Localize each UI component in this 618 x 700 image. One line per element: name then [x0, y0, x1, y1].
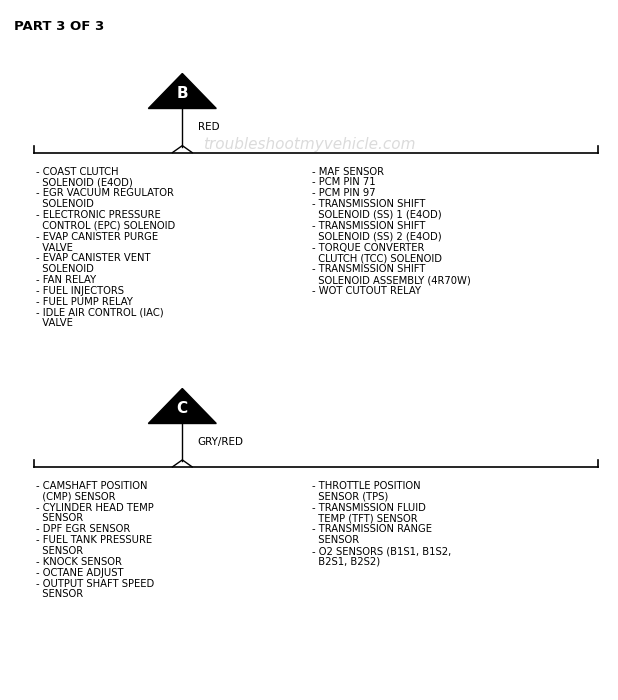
- Text: SOLENOID (SS) 2 (E4OD): SOLENOID (SS) 2 (E4OD): [312, 232, 442, 242]
- Text: - TRANSMISSION FLUID: - TRANSMISSION FLUID: [312, 503, 426, 512]
- Text: - TRANSMISSION SHIFT: - TRANSMISSION SHIFT: [312, 264, 425, 274]
- Text: GRY/RED: GRY/RED: [198, 438, 243, 447]
- Text: - TRANSMISSION RANGE: - TRANSMISSION RANGE: [312, 524, 432, 534]
- Text: - PCM PIN 97: - PCM PIN 97: [312, 188, 376, 198]
- Text: - MAF SENSOR: - MAF SENSOR: [312, 167, 384, 176]
- Text: - KNOCK SENSOR: - KNOCK SENSOR: [36, 557, 122, 567]
- Text: TEMP (TFT) SENSOR: TEMP (TFT) SENSOR: [312, 514, 418, 524]
- Text: PART 3 OF 3: PART 3 OF 3: [14, 20, 104, 33]
- Text: - EGR VACUUM REGULATOR: - EGR VACUUM REGULATOR: [36, 188, 174, 198]
- Text: B: B: [177, 86, 188, 101]
- Text: - EVAP CANISTER VENT: - EVAP CANISTER VENT: [36, 253, 150, 263]
- Text: - WOT CUTOUT RELAY: - WOT CUTOUT RELAY: [312, 286, 421, 296]
- Text: - CYLINDER HEAD TEMP: - CYLINDER HEAD TEMP: [36, 503, 154, 512]
- Text: SENSOR: SENSOR: [36, 514, 83, 524]
- Text: - EVAP CANISTER PURGE: - EVAP CANISTER PURGE: [36, 232, 158, 242]
- Text: SENSOR: SENSOR: [36, 546, 83, 556]
- Text: VALVE: VALVE: [36, 318, 73, 328]
- Text: SENSOR: SENSOR: [312, 536, 359, 545]
- Text: SOLENOID: SOLENOID: [36, 264, 94, 274]
- Text: RED: RED: [198, 122, 219, 132]
- Text: troubleshootmyvehicle.com: troubleshootmyvehicle.com: [203, 137, 415, 153]
- Text: - O2 SENSORS (B1S1, B1S2,: - O2 SENSORS (B1S1, B1S2,: [312, 546, 451, 556]
- Text: SOLENOID (E4OD): SOLENOID (E4OD): [36, 177, 133, 188]
- Text: - TRANSMISSION SHIFT: - TRANSMISSION SHIFT: [312, 199, 425, 209]
- Text: - FUEL INJECTORS: - FUEL INJECTORS: [36, 286, 124, 296]
- Text: - CAMSHAFT POSITION: - CAMSHAFT POSITION: [36, 481, 147, 491]
- Polygon shape: [148, 389, 216, 424]
- Text: - FUEL TANK PRESSURE: - FUEL TANK PRESSURE: [36, 536, 152, 545]
- Text: SOLENOID: SOLENOID: [36, 199, 94, 209]
- Text: CLUTCH (TCC) SOLENOID: CLUTCH (TCC) SOLENOID: [312, 253, 442, 263]
- Text: - IDLE AIR CONTROL (IAC): - IDLE AIR CONTROL (IAC): [36, 307, 164, 318]
- Text: - ELECTRONIC PRESSURE: - ELECTRONIC PRESSURE: [36, 210, 161, 220]
- Text: - DPF EGR SENSOR: - DPF EGR SENSOR: [36, 524, 130, 534]
- Text: B2S1, B2S2): B2S1, B2S2): [312, 557, 380, 567]
- Text: - TORQUE CONVERTER: - TORQUE CONVERTER: [312, 242, 425, 253]
- Text: SOLENOID ASSEMBLY (4R70W): SOLENOID ASSEMBLY (4R70W): [312, 275, 471, 285]
- Text: SOLENOID (SS) 1 (E4OD): SOLENOID (SS) 1 (E4OD): [312, 210, 442, 220]
- Polygon shape: [148, 74, 216, 108]
- Text: VALVE: VALVE: [36, 242, 73, 253]
- Text: - PCM PIN 71: - PCM PIN 71: [312, 177, 376, 188]
- Text: C: C: [177, 401, 188, 416]
- Text: - OCTANE ADJUST: - OCTANE ADJUST: [36, 568, 124, 578]
- Text: SENSOR (TPS): SENSOR (TPS): [312, 491, 388, 502]
- Text: - FAN RELAY: - FAN RELAY: [36, 275, 96, 285]
- Text: - TRANSMISSION SHIFT: - TRANSMISSION SHIFT: [312, 220, 425, 231]
- Text: CONTROL (EPC) SOLENOID: CONTROL (EPC) SOLENOID: [36, 220, 175, 231]
- Text: - OUTPUT SHAFT SPEED: - OUTPUT SHAFT SPEED: [36, 579, 154, 589]
- Text: (CMP) SENSOR: (CMP) SENSOR: [36, 491, 116, 502]
- Text: - COAST CLUTCH: - COAST CLUTCH: [36, 167, 118, 176]
- Text: SENSOR: SENSOR: [36, 589, 83, 599]
- Text: - FUEL PUMP RELAY: - FUEL PUMP RELAY: [36, 297, 133, 307]
- Text: - THROTTLE POSITION: - THROTTLE POSITION: [312, 481, 421, 491]
